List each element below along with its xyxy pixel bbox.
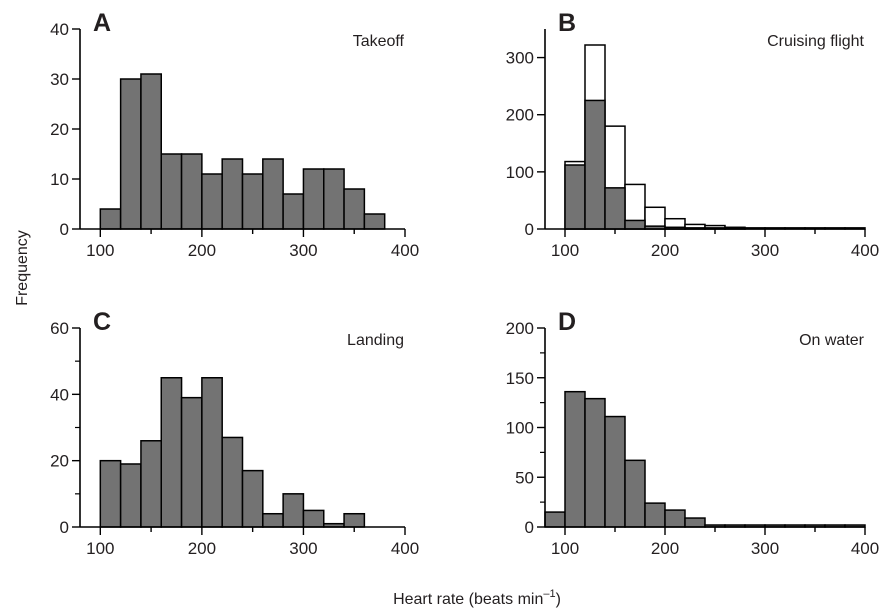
bar-d-filled-100 xyxy=(564,390,586,528)
y-tick-label-b-100: 100 xyxy=(506,163,534,182)
bar-c-filled-280 xyxy=(282,493,305,528)
y-tick-label-a-20: 20 xyxy=(50,120,69,139)
panel-title-a: Takeoff xyxy=(353,33,405,50)
bar-b-filled-120 xyxy=(584,99,606,230)
bar-d-filled-160 xyxy=(624,459,646,528)
bar-b-filled-100 xyxy=(564,164,586,230)
y-axis-title: Frequency xyxy=(14,230,31,306)
bar-a-filled-280 xyxy=(282,193,305,230)
bar-a-filled-240 xyxy=(241,173,264,230)
panel-title-c: Landing xyxy=(347,332,404,349)
y-tick-label-b-0: 0 xyxy=(525,220,534,239)
bar-a-filled-120 xyxy=(119,78,142,230)
panel-letter-b: B xyxy=(558,9,576,37)
panel-letter-d: D xyxy=(558,308,576,336)
y-tick-label-d-0: 0 xyxy=(525,518,534,537)
bar-a-filled-260 xyxy=(262,158,284,230)
y-tick-label-a-10: 10 xyxy=(50,170,69,189)
panel-a: 0 10 20 30 40 100 200 300 400 A Takeoff xyxy=(50,9,419,260)
x-tick-label-a-400: 400 xyxy=(391,241,419,260)
bar-c-filled-300 xyxy=(302,509,325,528)
bar-d-filled-80 xyxy=(544,511,566,528)
x-tick-label-a-300: 300 xyxy=(289,241,317,260)
bar-c-filled-240 xyxy=(241,469,264,528)
bar-c-filled-260 xyxy=(262,512,284,528)
x-tick-label-a-200: 200 xyxy=(188,241,216,260)
x-axis-title: Heart rate (beats min–1) xyxy=(393,588,561,608)
bar-a-filled-100 xyxy=(99,208,122,230)
y-tick-label-b-300: 300 xyxy=(506,49,534,68)
panel-b: 0 100 200 300 100 200 300 400 B Cruising flight xyxy=(506,9,880,260)
bar-c-filled-140 xyxy=(140,440,162,528)
x-tick-label-c-100: 100 xyxy=(86,539,114,558)
panel-letter-c: C xyxy=(93,308,111,336)
panel-title-b: Cruising flight xyxy=(767,33,864,50)
y-tick-label-d-50: 50 xyxy=(515,468,534,487)
bar-a-filled-320 xyxy=(323,168,345,230)
y-tick-label-a-40: 40 xyxy=(50,20,69,39)
y-tick-label-a-0: 0 xyxy=(60,220,69,239)
bar-c-filled-200 xyxy=(201,377,223,528)
x-tick-label-c-300: 300 xyxy=(289,539,317,558)
bar-b-filled-140 xyxy=(604,187,626,230)
bar-c-filled-120 xyxy=(119,463,142,528)
bar-c-filled-340 xyxy=(343,512,366,528)
bar-a-filled-160 xyxy=(160,153,183,230)
panel-c: 0 20 40 60 100 200 300 400 C Landing xyxy=(50,308,419,558)
bar-a-filled-200 xyxy=(201,173,223,230)
y-tick-label-c-40: 40 xyxy=(50,385,69,404)
y-tick-label-d-200: 200 xyxy=(506,319,534,338)
y-tick-label-d-150: 150 xyxy=(506,369,534,388)
bar-a-filled-300 xyxy=(302,168,325,230)
y-tick-label-c-20: 20 xyxy=(50,452,69,471)
x-tick-label-b-100: 100 xyxy=(551,241,579,260)
x-tick-label-a-100: 100 xyxy=(86,241,114,260)
x-tick-label-d-200: 200 xyxy=(651,539,679,558)
bar-d-filled-200 xyxy=(664,509,686,528)
bar-c-filled-220 xyxy=(221,436,244,528)
x-tick-label-b-200: 200 xyxy=(651,241,679,260)
panel-title-d: On water xyxy=(799,332,865,349)
y-tick-label-a-30: 30 xyxy=(50,70,69,89)
x-tick-label-d-100: 100 xyxy=(551,539,579,558)
x-tick-label-d-400: 400 xyxy=(851,539,879,558)
bar-a-filled-140 xyxy=(140,73,162,230)
bar-a-filled-220 xyxy=(221,158,244,230)
x-tick-label-b-400: 400 xyxy=(851,241,879,260)
y-tick-label-b-200: 200 xyxy=(506,106,534,125)
x-tick-label-b-300: 300 xyxy=(751,241,779,260)
x-tick-label-c-400: 400 xyxy=(391,539,419,558)
bar-a-filled-180 xyxy=(180,153,203,230)
x-tick-label-c-200: 200 xyxy=(188,539,216,558)
x-tick-label-d-300: 300 xyxy=(751,539,779,558)
panel-d: 0 50 100 150 200 100 200 300 400 D On water xyxy=(506,308,880,558)
bar-d-filled-120 xyxy=(584,397,606,528)
bar-c-filled-180 xyxy=(180,396,203,528)
bar-d-filled-180 xyxy=(644,502,666,528)
bar-a-filled-340 xyxy=(343,188,366,230)
bar-b-filled-160 xyxy=(624,219,646,230)
bar-d-filled-140 xyxy=(604,415,626,528)
bar-c-filled-160 xyxy=(160,377,183,528)
y-tick-label-c-0: 0 xyxy=(60,518,69,537)
y-tick-label-c-60: 60 xyxy=(50,319,69,338)
bar-a-filled-360 xyxy=(363,213,386,230)
y-tick-label-d-100: 100 xyxy=(506,419,534,438)
bar-c-filled-100 xyxy=(99,459,122,528)
panel-letter-a: A xyxy=(93,9,111,37)
bar-d-filled-220 xyxy=(684,517,706,528)
